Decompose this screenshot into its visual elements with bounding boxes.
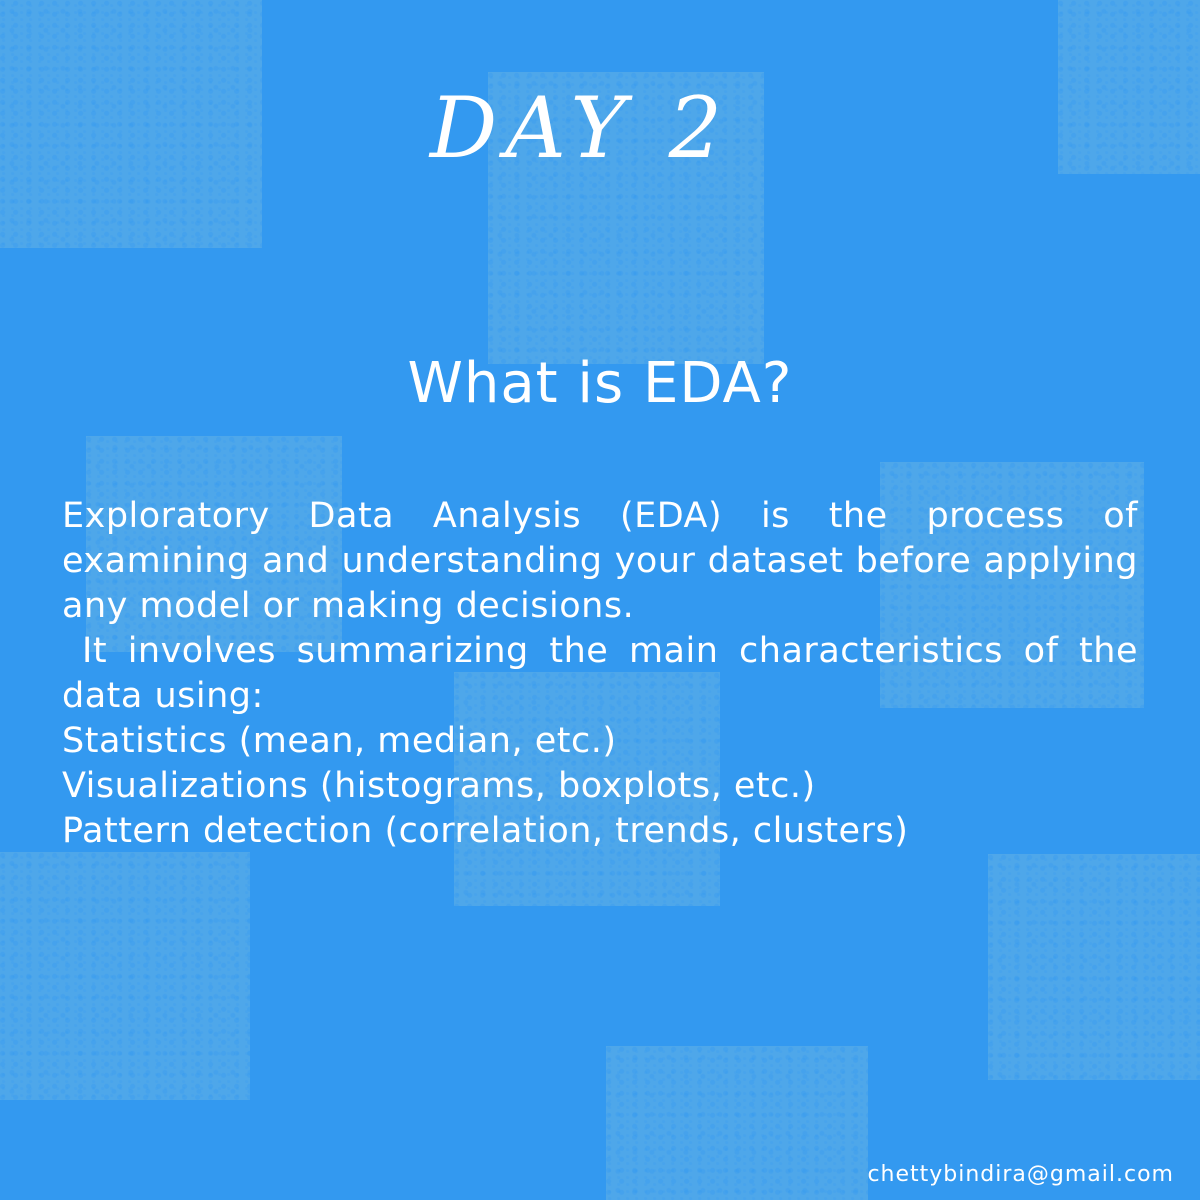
paragraph-definition: Exploratory Data Analysis (EDA) is the p…: [62, 496, 1138, 626]
list-item: Statistics (mean, median, etc.): [62, 721, 617, 761]
texture-block: [454, 672, 720, 906]
day-title: DAY 2: [429, 79, 731, 177]
eda-techniques-list: Statistics (mean, median, etc.) Visualiz…: [62, 719, 1138, 854]
texture-block: [0, 0, 262, 248]
texture-block: [86, 436, 342, 652]
list-item: Pattern detection (correlation, trends, …: [62, 811, 909, 851]
texture-block: [988, 854, 1200, 1080]
list-item: Visualizations (histograms, boxplots, et…: [62, 766, 816, 806]
texture-block: [0, 852, 250, 1100]
paragraph-involves: It involves summarizing the main charact…: [62, 631, 1138, 716]
texture-block: [1058, 0, 1200, 174]
body-text: Exploratory Data Analysis (EDA) is the p…: [62, 494, 1138, 854]
texture-block: [606, 1046, 868, 1200]
author-email: chettybindira@gmail.com: [867, 1162, 1174, 1187]
texture-block: [880, 462, 1144, 708]
texture-block: [488, 72, 764, 364]
page-title: What is EDA?: [407, 351, 793, 416]
